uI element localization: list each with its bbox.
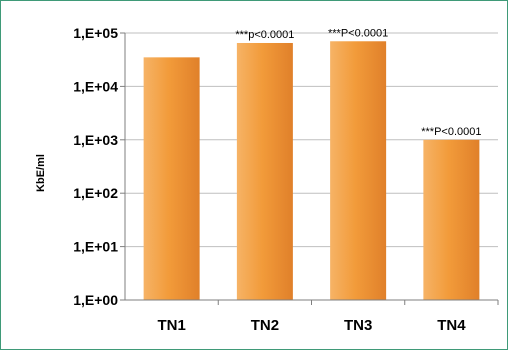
x-category-label: TN4: [437, 317, 466, 334]
bar-tn4: [423, 139, 480, 300]
axes: [120, 32, 499, 305]
y-tick-label: 1,E+03: [73, 132, 118, 148]
significance-annotation: ***P<0.0001: [421, 126, 481, 138]
y-tick-label: 1,E+01: [73, 239, 118, 255]
y-tick-label: 1,E+04: [73, 78, 118, 94]
x-category-label: TN1: [157, 317, 185, 334]
bar-tn1: [143, 57, 200, 300]
significance-annotation: ***p<0.0001: [235, 29, 294, 41]
labels: 1,E+00 1,E+01 1,E+02 1,E+03 1,E+04 1,E+05 TN1 T…: [73, 25, 481, 334]
bar-tn3: [330, 41, 387, 301]
y-tick-label: 1,E+00: [73, 292, 118, 308]
x-category-label: TN3: [344, 317, 372, 334]
x-category-label: TN2: [251, 317, 279, 334]
y-tick-label: 1,E+02: [73, 185, 118, 201]
y-axis-title: KbE/ml: [35, 154, 47, 192]
bars: [143, 41, 480, 301]
y-tick-label: 1,E+05: [73, 25, 118, 41]
significance-annotation: ***P<0.0001: [328, 27, 388, 39]
bar-tn2: [236, 42, 293, 301]
